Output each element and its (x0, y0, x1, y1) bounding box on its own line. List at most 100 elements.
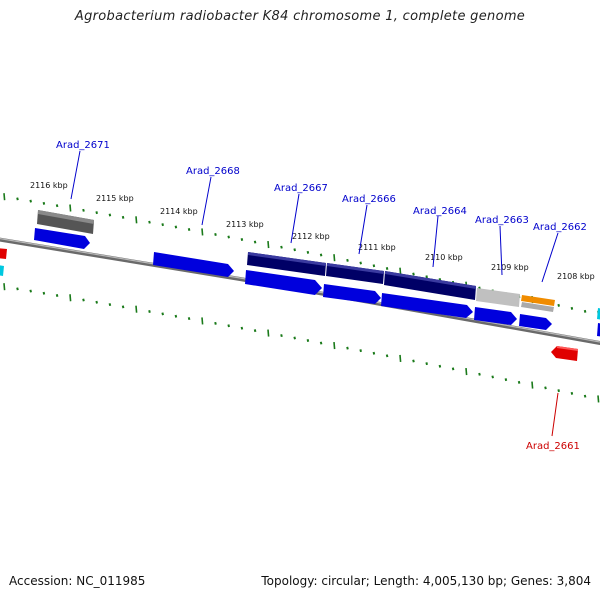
inner-ruler-major-tick (531, 381, 534, 389)
outer-ruler-minor-tick (82, 208, 85, 212)
tick-label-2116: 2116 kbp (30, 181, 68, 190)
cds-arrow-7[interactable] (519, 314, 552, 330)
inner-ruler-minor-tick (372, 351, 376, 355)
inner-ruler-minor-tick (187, 317, 191, 321)
inner-ruler-minor-tick (121, 305, 125, 309)
outer-ruler-major-tick (3, 193, 6, 201)
inner-ruler-minor-tick (306, 339, 310, 343)
genome-summary: Topology: circular; Length: 4,005,130 bp… (261, 574, 591, 588)
outer-ruler-major-tick (69, 204, 72, 212)
outer-ruler-minor-tick (359, 261, 362, 265)
gene-label-arad-2667[interactable]: Arad_2667 (274, 183, 328, 194)
inner-ruler-minor-tick (451, 367, 455, 371)
inner-ruler-major-tick (135, 305, 138, 313)
inner-ruler-major-tick (201, 317, 204, 325)
feature-dark-segment-1[interactable] (247, 252, 326, 276)
cds-arrow-5[interactable] (381, 293, 473, 318)
inner-ruler-minor-tick (161, 312, 164, 316)
inner-ruler-minor-tick (280, 334, 283, 338)
cds-arrow-8[interactable] (597, 323, 600, 337)
cds-arrow-6[interactable] (474, 307, 517, 325)
inner-ruler-minor-tick (517, 380, 521, 384)
outer-ruler-minor-tick (372, 264, 376, 268)
feature-light-grey[interactable] (476, 288, 520, 307)
inner-ruler-major-tick (399, 354, 402, 362)
tick-label-2111: 2111 kbp (358, 243, 396, 252)
inner-ruler-minor-tick (82, 298, 85, 302)
outer-ruler-minor-tick (319, 253, 323, 257)
inner-ruler-minor-tick (42, 291, 46, 295)
inner-ruler-minor-tick (55, 294, 59, 297)
tick-label-2114: 2114 kbp (160, 207, 198, 216)
map-title: Agrobacterium radiobacter K84 chromosome… (74, 9, 526, 24)
feature-dark-segment-2[interactable] (326, 263, 384, 284)
outer-ruler-minor-tick (214, 232, 217, 236)
outer-ruler-minor-tick (280, 245, 283, 249)
gene-label-arad-2671[interactable]: Arad_2671 (56, 140, 110, 151)
inner-tick-ruler (3, 283, 600, 403)
outer-ruler-minor-tick (425, 275, 428, 279)
gene-label-arad-2661[interactable]: Arad_2661 (526, 441, 580, 452)
inner-ruler-minor-tick (478, 372, 481, 376)
cds-arrow-4[interactable] (323, 284, 381, 304)
inner-ruler-minor-tick (425, 362, 428, 366)
outer-ruler-minor-tick (29, 199, 32, 203)
inner-ruler-major-tick (69, 294, 72, 302)
inner-ruler-minor-tick (240, 326, 244, 330)
cds-arrow-3[interactable] (245, 270, 322, 295)
cds-arrow-2[interactable] (153, 252, 234, 277)
feature-dark-segment-3[interactable] (384, 271, 476, 300)
gene-label-arad-2668[interactable]: Arad_2668 (186, 166, 240, 177)
tick-label-2112: 2112 kbp (292, 232, 330, 241)
inner-ruler-minor-tick (214, 321, 217, 325)
outer-ruler-major-tick (333, 254, 336, 262)
outer-ruler-major-tick (135, 216, 138, 224)
gene-label-arad-2662[interactable]: Arad_2662 (533, 222, 587, 233)
inner-ruler-minor-tick (108, 303, 112, 307)
inner-ruler-minor-tick (491, 375, 494, 379)
inner-ruler-minor-tick (504, 378, 508, 382)
gene-labels: Arad_2671 Arad_2668 Arad_2667 Arad_2666 … (56, 140, 587, 452)
inner-ruler-major-tick (333, 342, 336, 350)
outer-ruler-minor-tick (161, 223, 164, 227)
inner-ruler-minor-tick (174, 314, 178, 318)
outer-ruler-minor-tick (557, 303, 560, 307)
outer-ruler-minor-tick (346, 258, 349, 262)
outer-ruler-minor-tick (16, 197, 19, 201)
gene-label-arad-2663[interactable]: Arad_2663 (475, 215, 529, 226)
outer-ruler-minor-tick (108, 213, 112, 217)
outer-ruler-minor-tick (55, 204, 59, 208)
inner-ruler-minor-tick (29, 289, 32, 293)
outer-ruler-minor-tick (227, 235, 230, 239)
outer-ruler-minor-tick (293, 248, 296, 252)
inner-ruler-minor-tick (570, 391, 574, 395)
tick-label-2110: 2110 kbp (425, 253, 463, 262)
cds-reverse-arrow-2[interactable] (0, 248, 7, 259)
cds-arrow-1[interactable] (34, 228, 90, 249)
inner-ruler-minor-tick (438, 364, 442, 368)
tick-label-2108: 2108 kbp (557, 272, 595, 281)
outer-ruler-minor-tick (583, 309, 587, 313)
inner-ruler-minor-tick (583, 394, 587, 398)
label-leaders (70, 150, 559, 437)
outer-ruler-minor-tick (174, 225, 178, 229)
inner-ruler-major-tick (597, 395, 600, 403)
inner-ruler-minor-tick (148, 310, 151, 313)
inner-ruler-minor-tick (16, 287, 19, 291)
outer-ruler-minor-tick (412, 272, 415, 276)
outer-ruler-minor-tick (95, 211, 98, 215)
outer-ruler-minor-tick (121, 215, 125, 219)
outer-ruler-major-tick (399, 267, 402, 275)
inner-ruler-minor-tick (557, 389, 560, 393)
inner-ruler-major-tick (3, 283, 6, 291)
feature-orange[interactable] (521, 295, 555, 306)
inner-ruler-minor-tick (385, 354, 389, 358)
tick-label-2109: 2109 kbp (491, 263, 529, 272)
gene-label-arad-2664[interactable]: Arad_2664 (413, 206, 467, 217)
gene-label-arad-2666[interactable]: Arad_2666 (342, 194, 396, 205)
feature-cyan[interactable] (0, 265, 4, 276)
inner-ruler-major-tick (267, 329, 270, 337)
tick-label-2115: 2115 kbp (96, 194, 134, 203)
inner-ruler-minor-tick (412, 359, 415, 363)
